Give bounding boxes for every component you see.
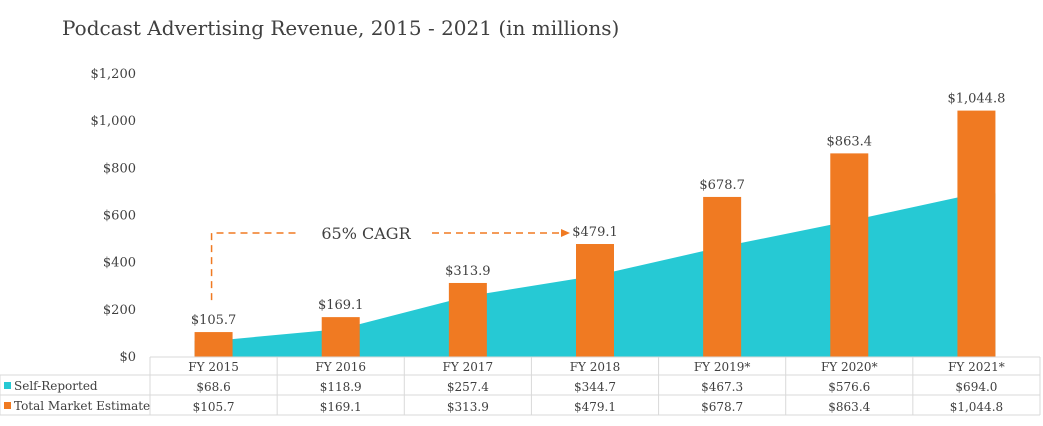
bar-label-fy-2020: $863.4 — [827, 134, 873, 149]
legend-swatch-self-reported — [4, 382, 11, 389]
data-table: FY 2015 $68.6 $105.7 FY 2016 $118.9 $169.1 FY … — [0, 357, 1041, 416]
cell-total-market-fy-2015: $105.7 — [193, 400, 235, 414]
y-axis: $0 $200 $400 $600 $800 $1,000 $1,200 — [91, 67, 137, 365]
bar-fy-2020 — [830, 153, 869, 357]
bar-fy-2021 — [957, 110, 996, 357]
legend-swatch-total-market-estimate — [4, 402, 11, 409]
cell-total-market-fy-2020: $863.4 — [828, 400, 870, 414]
cell-self-reported-fy-2017: $257.4 — [447, 380, 489, 394]
x-tick-label-fy-2021: FY 2021* — [948, 360, 1005, 374]
cell-total-market-fy-2021: $1,044.8 — [950, 400, 1003, 414]
bar-fy-2017 — [448, 282, 487, 357]
cagr-arrow-vertical — [210, 232, 300, 301]
x-tick-label-fy-2019: FY 2019* — [694, 360, 751, 374]
total-market-bars-layer — [150, 110, 1040, 358]
cagr-annotation: 65% CAGR — [210, 224, 570, 301]
bar-data-labels: $105.7 $169.1 $313.9 $479.1 $678.7 $863.4 $1,0… — [191, 92, 1006, 328]
cell-total-market-fy-2016: $169.1 — [320, 400, 362, 414]
cell-total-market-fy-2018: $479.1 — [574, 400, 616, 414]
bar-fy-2018 — [576, 244, 614, 357]
cagr-label: 65% CAGR — [321, 224, 411, 243]
y-tick-label-400: $400 — [103, 256, 136, 271]
bar-label-fy-2017: $313.9 — [445, 264, 491, 279]
bar-label-fy-2018: $479.1 — [572, 225, 618, 240]
x-tick-label-fy-2018: FY 2018 — [570, 360, 621, 374]
y-tick-label-800: $800 — [103, 161, 136, 176]
x-tick-label-fy-2020: FY 2020* — [821, 360, 878, 374]
cell-self-reported-fy-2018: $344.7 — [574, 380, 616, 394]
chart-title: Podcast Advertising Revenue, 2015 - 2021… — [62, 16, 619, 40]
cell-self-reported-fy-2020: $576.6 — [828, 380, 870, 394]
legend-label-self-reported: Self-Reported — [14, 379, 98, 393]
bar-label-fy-2021: $1,044.8 — [947, 92, 1005, 107]
cell-self-reported-fy-2015: $68.6 — [196, 380, 230, 394]
y-tick-label-200: $200 — [103, 303, 136, 318]
cell-total-market-fy-2019: $678.7 — [701, 400, 743, 414]
bar-label-fy-2015: $105.7 — [191, 313, 237, 328]
self-reported-area — [194, 193, 996, 357]
cell-self-reported-fy-2019: $467.3 — [701, 380, 743, 394]
bar-fy-2019 — [703, 196, 742, 357]
y-tick-label-0: $0 — [119, 350, 136, 365]
cell-self-reported-fy-2021: $694.0 — [955, 380, 997, 394]
bar-label-fy-2019: $678.7 — [699, 178, 745, 193]
bar-label-fy-2016: $169.1 — [318, 298, 364, 313]
cell-total-market-fy-2017: $313.9 — [447, 400, 489, 414]
y-tick-label-1000: $1,000 — [91, 114, 137, 129]
x-tick-label-fy-2015: FY 2015 — [188, 360, 239, 374]
bar-fy-2015 — [194, 332, 233, 357]
y-tick-label-600: $600 — [103, 209, 136, 224]
x-tick-label-fy-2017: FY 2017 — [443, 360, 494, 374]
legend-label-total-market-estimate: Total Market Estimate — [14, 399, 150, 413]
x-tick-label-fy-2016: FY 2016 — [315, 360, 366, 374]
cell-self-reported-fy-2016: $118.9 — [320, 380, 362, 394]
cagr-arrow-head — [561, 229, 570, 237]
bar-fy-2016 — [321, 317, 360, 357]
y-tick-label-1200: $1,200 — [91, 67, 137, 82]
